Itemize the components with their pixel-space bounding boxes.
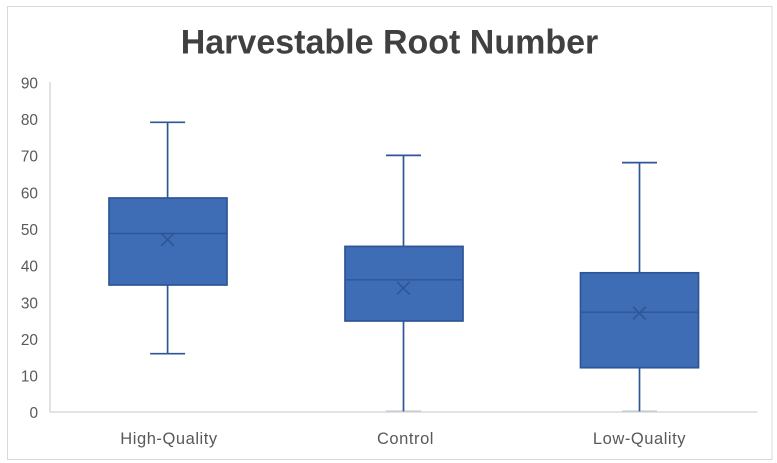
- svg-text:90: 90: [21, 75, 38, 92]
- svg-text:High-Quality: High-Quality: [120, 430, 218, 448]
- svg-text:Control: Control: [377, 430, 434, 448]
- svg-text:30: 30: [21, 295, 38, 312]
- svg-text:80: 80: [21, 112, 38, 129]
- svg-text:10: 10: [21, 369, 38, 386]
- svg-text:40: 40: [21, 259, 38, 276]
- svg-text:20: 20: [21, 332, 38, 349]
- svg-text:Low-Quality: Low-Quality: [593, 430, 686, 448]
- svg-text:0: 0: [29, 405, 38, 422]
- svg-text:50: 50: [21, 222, 38, 239]
- svg-text:Harvestable Root Number: Harvestable Root Number: [181, 24, 599, 62]
- svg-text:60: 60: [21, 185, 38, 202]
- svg-text:70: 70: [21, 149, 38, 166]
